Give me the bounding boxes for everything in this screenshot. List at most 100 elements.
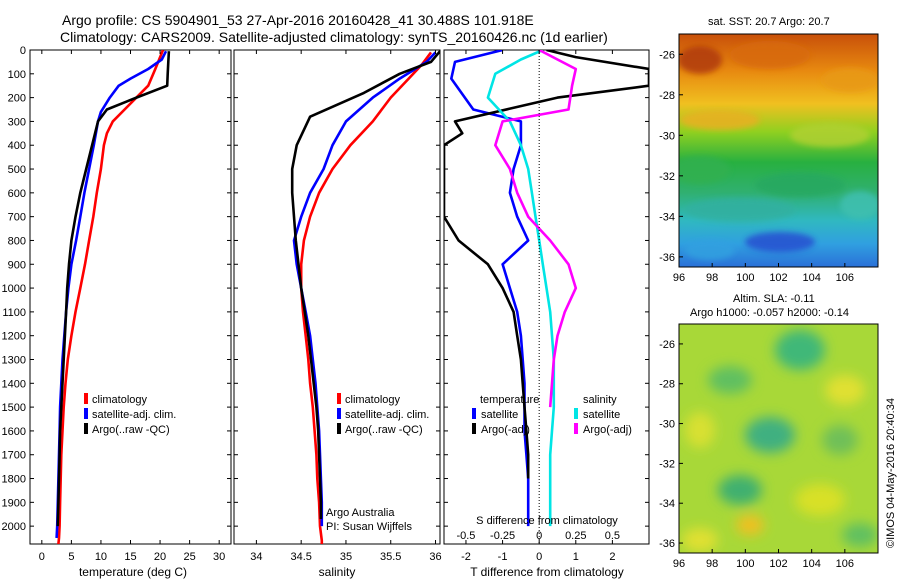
x-tick-label: 34	[250, 551, 262, 563]
series-line	[56, 51, 171, 527]
legend-label-sal-argo: Argo(-adj)	[583, 424, 632, 436]
map-x-tick-label: 100	[736, 272, 754, 284]
legend-swatch-satellite	[337, 408, 341, 419]
y-tick-label: 1300	[2, 354, 26, 366]
legend-swatch-temp-argo	[472, 423, 476, 434]
legend-label-satellite: satellite-adj. clim.	[92, 409, 176, 421]
difference-panel-frame	[443, 49, 650, 545]
x-tick-label: 36	[429, 551, 441, 563]
y-tick-label: 500	[8, 164, 26, 176]
temperature-x-axis: 0 5 10 15 20 25 30	[39, 50, 225, 563]
map-y-tick-label: -34	[659, 498, 675, 510]
legend-swatch-satellite	[84, 408, 88, 419]
y-tick-label: 0	[20, 45, 26, 57]
difference-series	[444, 50, 649, 527]
x-tick-label: 10	[95, 551, 107, 563]
map-x-tick-label: 102	[769, 558, 787, 570]
map-x-tick-label: 106	[836, 272, 854, 284]
y-tick-label: 2000	[2, 521, 26, 533]
y-tick-label: 1200	[2, 331, 26, 343]
map-y-tick-label: -36	[659, 252, 675, 264]
x-tick-label: 1	[573, 551, 579, 563]
series-line	[299, 51, 433, 544]
x-tick-label: 35	[340, 551, 352, 563]
y-tick-label: 1600	[2, 426, 26, 438]
map-y-tick-label: -28	[659, 379, 675, 391]
x-tick-label: 5	[68, 551, 74, 563]
series-line	[493, 50, 578, 408]
legend-swatch-temp-satellite	[472, 408, 476, 419]
legend-label-climatology: climatology	[92, 394, 148, 406]
x-tick-label: 0	[536, 551, 542, 563]
difference-top-x-label: S difference from climatology	[476, 515, 618, 527]
map-x-tick-label: 102	[769, 272, 787, 284]
legend-label-argo: Argo(..raw -QC)	[92, 424, 170, 436]
legend-label-sal-satellite: satellite	[583, 409, 620, 421]
map-y-tick-label: -32	[659, 171, 675, 183]
x-tick-label-salinity: 0.25	[565, 530, 586, 542]
legend-label-temp-satellite: satellite	[481, 409, 518, 421]
y-tick-label: 1400	[2, 378, 26, 390]
y-tick-label: 400	[8, 140, 26, 152]
map-y-tick-label: -26	[659, 339, 675, 351]
header-line-2: Climatology: CARS2009. Satellite-adjuste…	[60, 29, 608, 45]
map-y-tick-label: -26	[659, 49, 675, 61]
y-tick-label: 200	[8, 93, 26, 105]
series-line	[444, 50, 649, 479]
sla-map-axes: 96 98 100 102 104 106 -26 -28 -30 -32 -34 -36	[659, 339, 854, 570]
temperature-x-label: temperature (deg C)	[79, 565, 187, 579]
series-line	[486, 50, 556, 527]
map-x-tick-label: 98	[706, 558, 718, 570]
x-tick-label-salinity: 0.5	[605, 530, 620, 542]
map-y-tick-label: -36	[659, 538, 675, 550]
x-tick-label: 20	[154, 551, 166, 563]
pi-annotation: PI: Susan Wijffels	[326, 521, 412, 533]
y-tick-label: 600	[8, 188, 26, 200]
sla-map-subtitle: Argo h1000: -0.057 h2000: -0.14	[690, 307, 849, 319]
y-tick-label: 1800	[2, 474, 26, 486]
salinity-legend: climatology satellite-adj. clim. Argo(..…	[337, 393, 429, 436]
legend-swatch-argo	[337, 423, 341, 434]
x-tick-label: 35.5	[380, 551, 401, 563]
x-tick-label-salinity: -0.25	[490, 530, 515, 542]
legend-heading-temperature: temperature	[480, 394, 539, 406]
legend-label-satellite: satellite-adj. clim.	[345, 409, 429, 421]
sst-map-axes: 96 98 100 102 104 106 -26 -28 -30 -32 -34 -36	[659, 49, 854, 284]
x-tick-label: 0	[39, 551, 45, 563]
temperature-series	[55, 50, 171, 544]
legend-label-climatology: climatology	[345, 394, 401, 406]
x-tick-label: -2	[461, 551, 471, 563]
map-x-tick-label: 96	[673, 272, 685, 284]
y-tick-label: 300	[8, 116, 26, 128]
temperature-legend: climatology satellite-adj. clim. Argo(..…	[84, 393, 176, 436]
series-line	[290, 50, 440, 519]
map-x-tick-label: 104	[802, 558, 820, 570]
map-y-tick-label: -30	[659, 130, 675, 142]
legend-label-temp-argo: Argo(-adj)	[481, 424, 530, 436]
salinity-panel-frame	[233, 49, 441, 545]
map-x-tick-label: 104	[802, 272, 820, 284]
salinity-x-label: salinity	[319, 565, 356, 579]
map-x-tick-label: 100	[736, 558, 754, 570]
difference-x-label: T difference from climatology	[470, 565, 624, 579]
y-tick-label: 100	[8, 69, 26, 81]
sst-map-title: sat. SST: 20.7 Argo: 20.7	[708, 16, 830, 28]
sst-map-image	[679, 34, 878, 267]
salinity-x-axis: 34 34.5 35 35.5 36	[250, 50, 442, 563]
y-tick-label: 700	[8, 212, 26, 224]
imos-timestamp: ©IMOS 04-May-2016 20:40:34	[885, 398, 897, 548]
difference-legend: temperature satellite Argo(-adj) salinit…	[472, 394, 632, 436]
sla-map-image	[679, 324, 878, 553]
x-tick-label: 34.5	[290, 551, 311, 563]
map-x-tick-label: 98	[706, 272, 718, 284]
x-tick-label: 15	[124, 551, 136, 563]
salinity-series	[290, 50, 440, 544]
map-x-tick-label: 106	[836, 558, 854, 570]
operator-annotation: Argo Australia	[326, 507, 395, 519]
legend-swatch-climatology	[84, 393, 88, 404]
y-tick-label: 1500	[2, 402, 26, 414]
y-tick-label: 1000	[2, 283, 26, 295]
y-tick-label: 1100	[2, 307, 26, 319]
